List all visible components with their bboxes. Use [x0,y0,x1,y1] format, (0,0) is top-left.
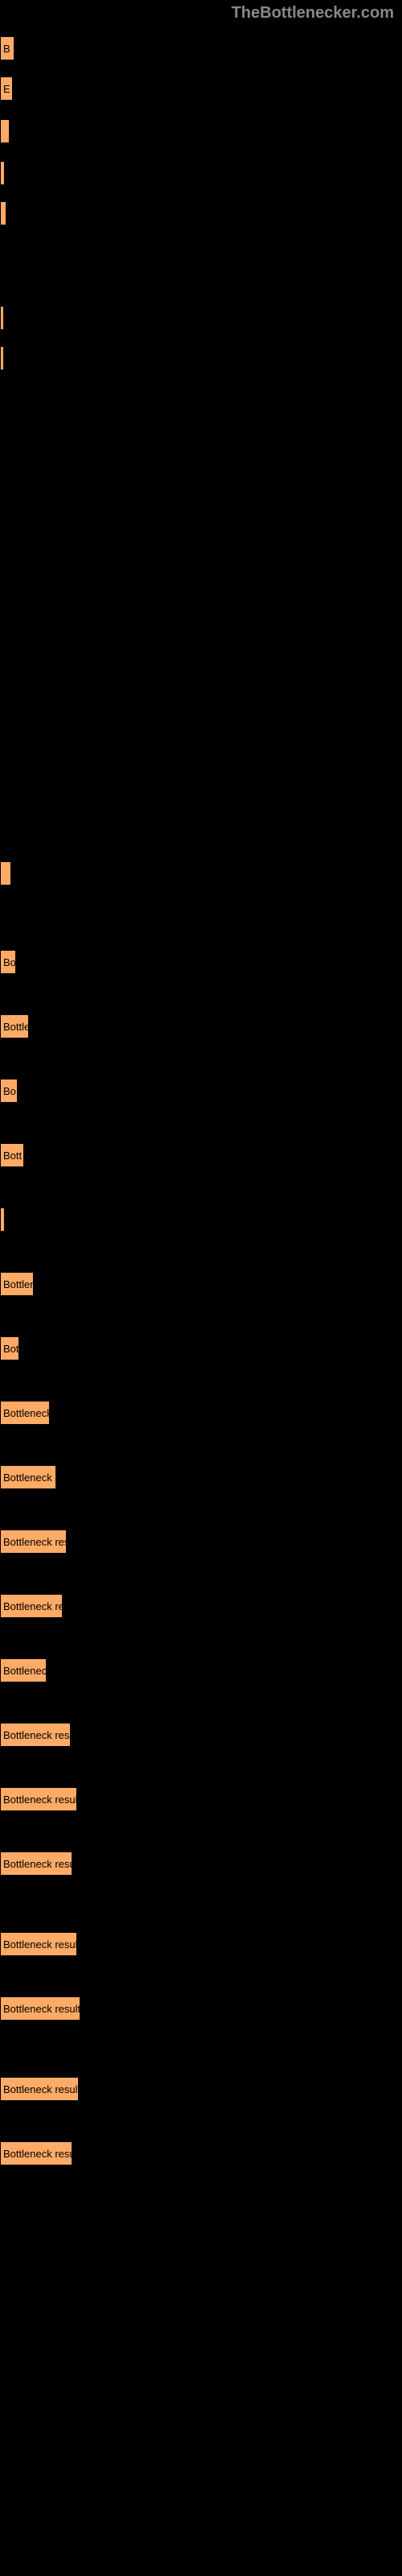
bar-row: Bo [0,950,16,974]
bar-row: Bottleneck r [0,1465,56,1489]
bar [0,161,5,185]
bar-row: Bottlen [0,1272,34,1296]
bar [0,861,11,886]
bar-row: Bottleneck [0,1658,47,1682]
bar-row [0,119,10,143]
bar-row: Bottleneck result [0,1996,80,2021]
bar: Bottleneck result [0,1996,80,2021]
bar: Bott [0,1143,24,1167]
bar-row [0,161,5,185]
bar-row: Bottleneck re [0,1594,63,1618]
bar: Bottleneck result [0,1932,77,1956]
bar: Bottleneck result [0,1787,77,1811]
bar: Bottlen [0,1272,34,1296]
bar-row: Bottleneck res [0,1723,71,1747]
bar-row [0,1208,5,1232]
bar-row [0,346,4,370]
bar-row: Bottleneck result [0,1787,77,1811]
bar-row: Bottleneck resu [0,1852,72,1876]
bar: Bottleneck r [0,1465,56,1489]
bar-row [0,306,4,330]
bar-row: Bot [0,1336,19,1360]
bar: E [0,76,13,101]
bar-row: Bottleneck result [0,1932,77,1956]
watermark: TheBottlenecker.com [232,4,394,23]
bar: Bottleneck [0,1401,50,1425]
bar-row: Bottleneck result [0,2077,79,2101]
bar [0,346,4,370]
bar: Bo [0,1079,18,1103]
bar-row: Bott [0,1143,24,1167]
bar: Bo [0,950,16,974]
bar-row: E [0,76,13,101]
bar: Bottleneck res [0,1530,67,1554]
bar [0,1208,5,1232]
bar: Bottleneck resu [0,1852,72,1876]
bar-row: B [0,36,14,60]
bar: Bottleneck re [0,1594,63,1618]
bar-row: Bottleneck resu [0,2141,72,2165]
bar-row: Bottle [0,1014,29,1038]
bar-row: Bo [0,1079,18,1103]
bar: Bottleneck [0,1658,47,1682]
bar-row: Bottleneck [0,1401,50,1425]
bar: Bottleneck res [0,1723,71,1747]
bar [0,306,4,330]
chart-container: TheBottlenecker.com BE Bo Bottle Bo Bott Bott… [0,0,402,2576]
bar-row [0,201,6,225]
bar: B [0,36,14,60]
bar [0,201,6,225]
bar: Bottleneck result [0,2077,79,2101]
bar-row: Bottleneck res [0,1530,67,1554]
bar: Bot [0,1336,19,1360]
bar: Bottle [0,1014,29,1038]
bar [0,119,10,143]
bar: Bottleneck resu [0,2141,72,2165]
bar-row [0,861,11,886]
